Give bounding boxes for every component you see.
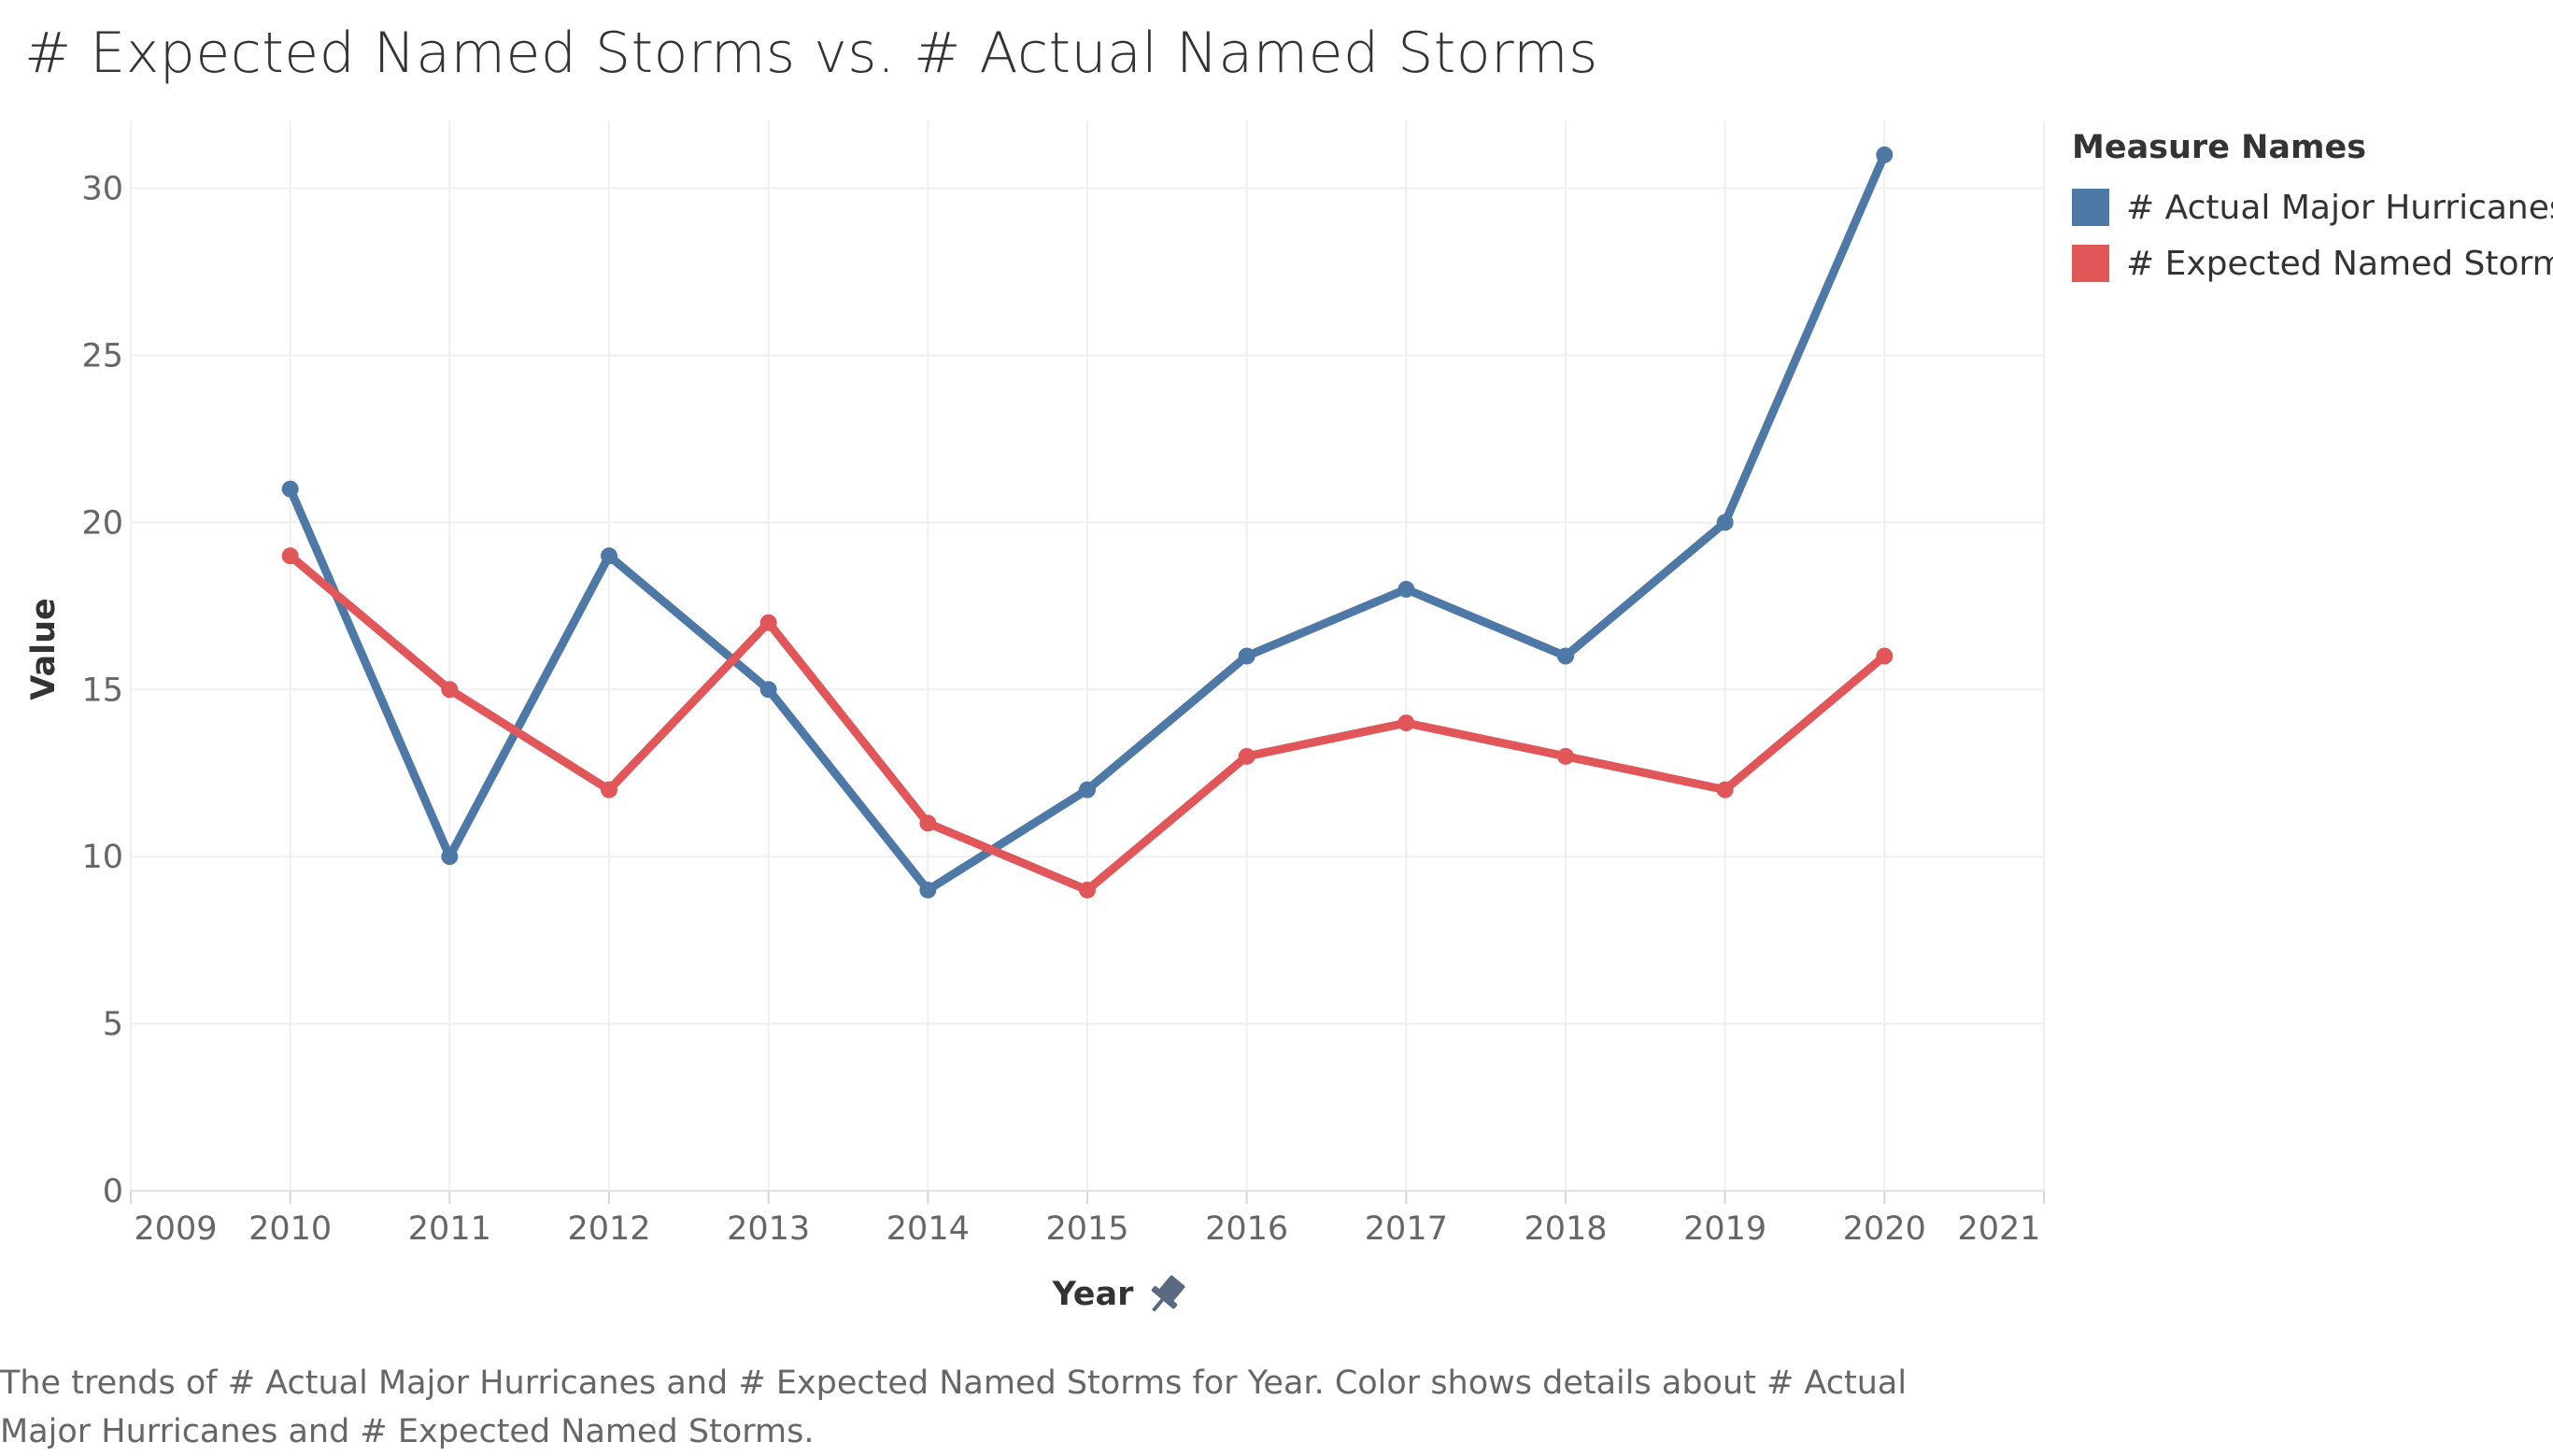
legend-swatch — [2072, 245, 2109, 282]
x-tick-label: 2021 — [1957, 1210, 2040, 1248]
chart-title: # Expected Named Storms vs. # Actual Nam… — [24, 21, 1598, 86]
x-tick-label: 2019 — [1683, 1210, 1766, 1248]
x-tick-label: 2014 — [886, 1210, 970, 1248]
x-tick-label: 2020 — [1843, 1210, 1926, 1248]
data-point-0-2015[interactable] — [1079, 781, 1096, 799]
legend-label: # Actual Major Hurricanes — [2126, 188, 2553, 227]
data-point-1-2011[interactable] — [441, 681, 459, 699]
x-tick-label: 2009 — [134, 1210, 217, 1248]
data-point-1-2014[interactable] — [919, 814, 937, 832]
chart-caption: The trends of # Actual Major Hurricanes … — [0, 1364, 1908, 1450]
data-point-0-2010[interactable] — [281, 480, 299, 498]
data-point-1-2020[interactable] — [1876, 647, 1893, 665]
data-point-0-2018[interactable] — [1557, 647, 1574, 665]
data-point-1-2013[interactable] — [759, 614, 777, 631]
x-tick-label: 2010 — [248, 1210, 332, 1248]
x-axis-ticks: 2009 2010 2011 2012 2013 2014 2015 2016 2017 2018… — [134, 1210, 2040, 1248]
data-point-0-2012[interactable] — [601, 547, 617, 565]
y-tick-label: 5 — [103, 1006, 123, 1043]
data-point-0-2014[interactable] — [919, 881, 937, 898]
x-tick-label: 2011 — [408, 1210, 491, 1248]
x-axis-title: Year — [1052, 1276, 1134, 1313]
legend-item-1[interactable]: # Expected Named Storms — [2072, 235, 2553, 291]
data-point-1-2016[interactable] — [1238, 747, 1255, 765]
y-tick-label: 30 — [81, 171, 123, 208]
data-point-0-2013[interactable] — [759, 681, 777, 699]
y-axis-ticks: 0 5 10 15 20 25 30 — [81, 171, 123, 1210]
legend-label: # Expected Named Storms — [2126, 244, 2553, 283]
legend-swatch — [2072, 189, 2109, 226]
x-tick-label: 2012 — [567, 1210, 650, 1248]
legend: Measure Names # Actual Major Hurricanes #… — [2072, 129, 2553, 291]
data-point-0-2017[interactable] — [1397, 580, 1415, 598]
y-tick-label: 25 — [81, 337, 123, 375]
x-tick-label: 2013 — [727, 1210, 810, 1248]
data-point-1-2019[interactable] — [1716, 781, 1734, 799]
data-point-1-2018[interactable] — [1557, 747, 1574, 765]
legend-items: # Actual Major Hurricanes # Expected Name… — [2072, 179, 2553, 291]
pin-icon[interactable] — [1142, 1271, 1190, 1321]
y-tick-label: 0 — [103, 1173, 123, 1210]
gridlines — [130, 121, 2045, 1192]
y-axis-title: Value — [25, 598, 63, 700]
data-point-0-2019[interactable] — [1716, 514, 1734, 531]
y-tick-label: 20 — [81, 504, 123, 542]
x-tick-label: 2018 — [1524, 1210, 1607, 1248]
data-point-1-2010[interactable] — [281, 547, 299, 565]
legend-title: Measure Names — [2072, 129, 2367, 166]
y-tick-label: 10 — [81, 839, 123, 876]
data-point-0-2016[interactable] — [1238, 647, 1255, 665]
data-point-1-2017[interactable] — [1397, 714, 1415, 732]
y-tick-label: 15 — [81, 671, 123, 709]
x-tick-label: 2017 — [1365, 1210, 1448, 1248]
data-point-0-2011[interactable] — [441, 848, 459, 866]
data-point-1-2015[interactable] — [1079, 881, 1096, 898]
x-tick-label: 2016 — [1205, 1210, 1288, 1248]
x-tick-label: 2015 — [1045, 1210, 1128, 1248]
axes — [130, 1190, 2045, 1204]
line-chart: 0 5 10 15 20 25 30 2009 2010 2011 2012 2013 2014 201… — [25, 121, 2045, 1321]
data-point-1-2012[interactable] — [601, 781, 617, 799]
legend-item-0[interactable]: # Actual Major Hurricanes — [2072, 179, 2553, 235]
data-point-0-2020[interactable] — [1876, 146, 1893, 163]
series-lines — [281, 146, 1893, 898]
